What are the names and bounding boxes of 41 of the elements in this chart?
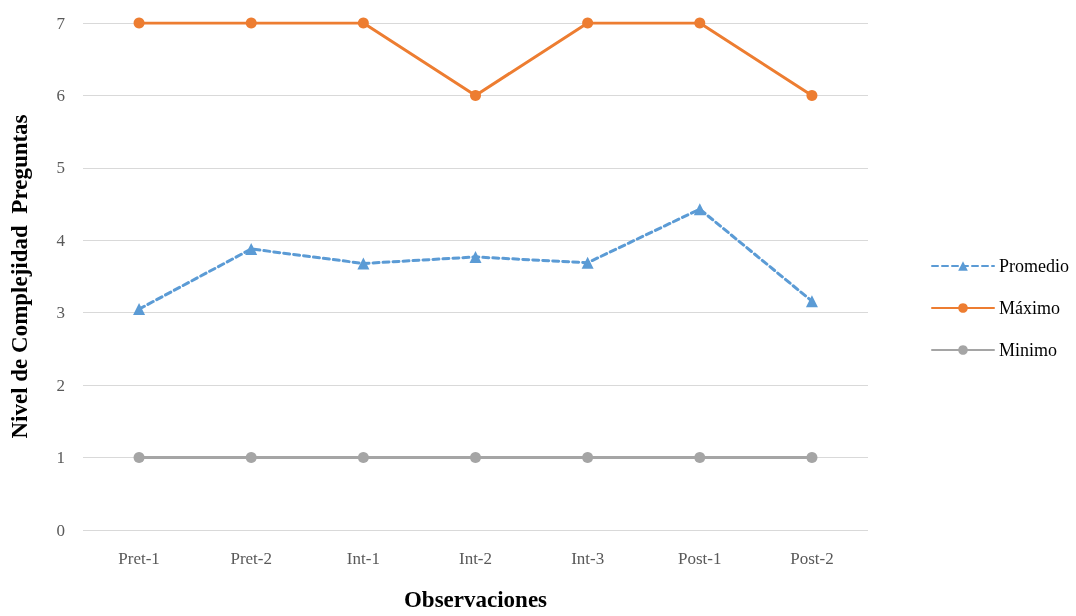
y-tick-label: 4 — [56, 230, 66, 250]
legend-label: Máximo — [999, 298, 1060, 318]
x-axis-title: Observaciones — [403, 587, 548, 612]
point — [806, 89, 818, 101]
point — [694, 452, 706, 464]
point — [133, 452, 145, 464]
point — [469, 250, 482, 263]
x-tick-label: Post-1 — [678, 549, 722, 568]
y-tick-label: 3 — [56, 303, 65, 323]
y-tick-label: 5 — [56, 158, 65, 178]
point — [245, 17, 257, 29]
point — [806, 452, 818, 464]
point — [694, 17, 706, 29]
legend-label: Promedio — [999, 256, 1069, 276]
point — [357, 452, 369, 464]
point — [693, 203, 706, 216]
x-tick-label: Int-2 — [458, 549, 493, 568]
point — [357, 17, 369, 29]
y-tick-label: 1 — [56, 448, 65, 468]
point — [133, 17, 145, 29]
y-tick-label: 0 — [56, 520, 65, 540]
point — [581, 256, 594, 269]
point — [582, 17, 594, 29]
y-tick-label: 6 — [56, 85, 65, 105]
point — [245, 452, 257, 464]
point — [582, 452, 594, 464]
point — [133, 303, 146, 316]
point — [245, 242, 258, 255]
point — [357, 257, 370, 270]
legend-label: Minimo — [999, 340, 1058, 360]
y-axis-title: Nivel de Complejidad Preguntas — [7, 114, 32, 439]
x-tick-label: Pret-2 — [230, 549, 272, 568]
point — [470, 452, 481, 464]
x-tick-label: Pret-1 — [118, 549, 160, 568]
x-tick-label: Int-1 — [346, 549, 380, 568]
y-tick-label: 7 — [56, 13, 66, 33]
x-tick-label: Post-2 — [790, 549, 834, 568]
point — [805, 295, 818, 308]
y-tick-label: 2 — [56, 375, 65, 395]
point — [470, 89, 481, 101]
x-tick-label: Int-3 — [571, 549, 605, 568]
